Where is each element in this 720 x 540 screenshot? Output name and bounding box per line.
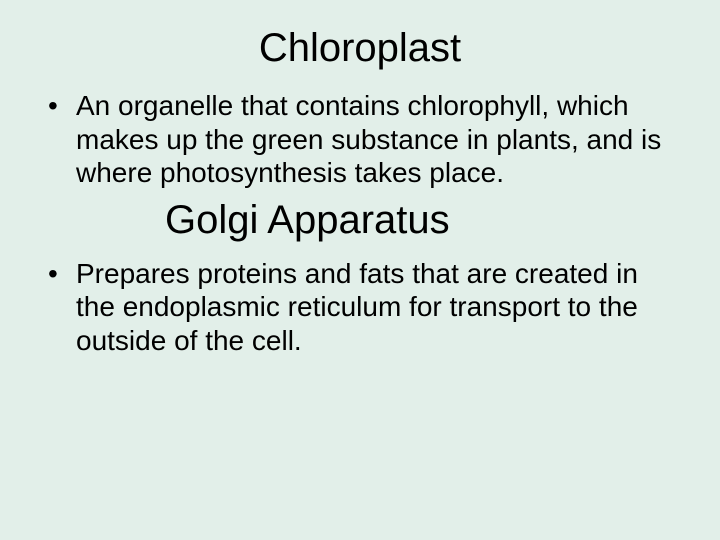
bullet-list-1: An organelle that contains chlorophyll, … <box>10 89 710 190</box>
heading-chloroplast: Chloroplast <box>10 26 710 71</box>
list-item: Prepares proteins and fats that are crea… <box>44 257 670 358</box>
slide: Chloroplast An organelle that contains c… <box>10 26 710 526</box>
heading-golgi: Golgi Apparatus <box>165 198 710 243</box>
bullet-list-2: Prepares proteins and fats that are crea… <box>10 257 710 358</box>
list-item: An organelle that contains chlorophyll, … <box>44 89 670 190</box>
